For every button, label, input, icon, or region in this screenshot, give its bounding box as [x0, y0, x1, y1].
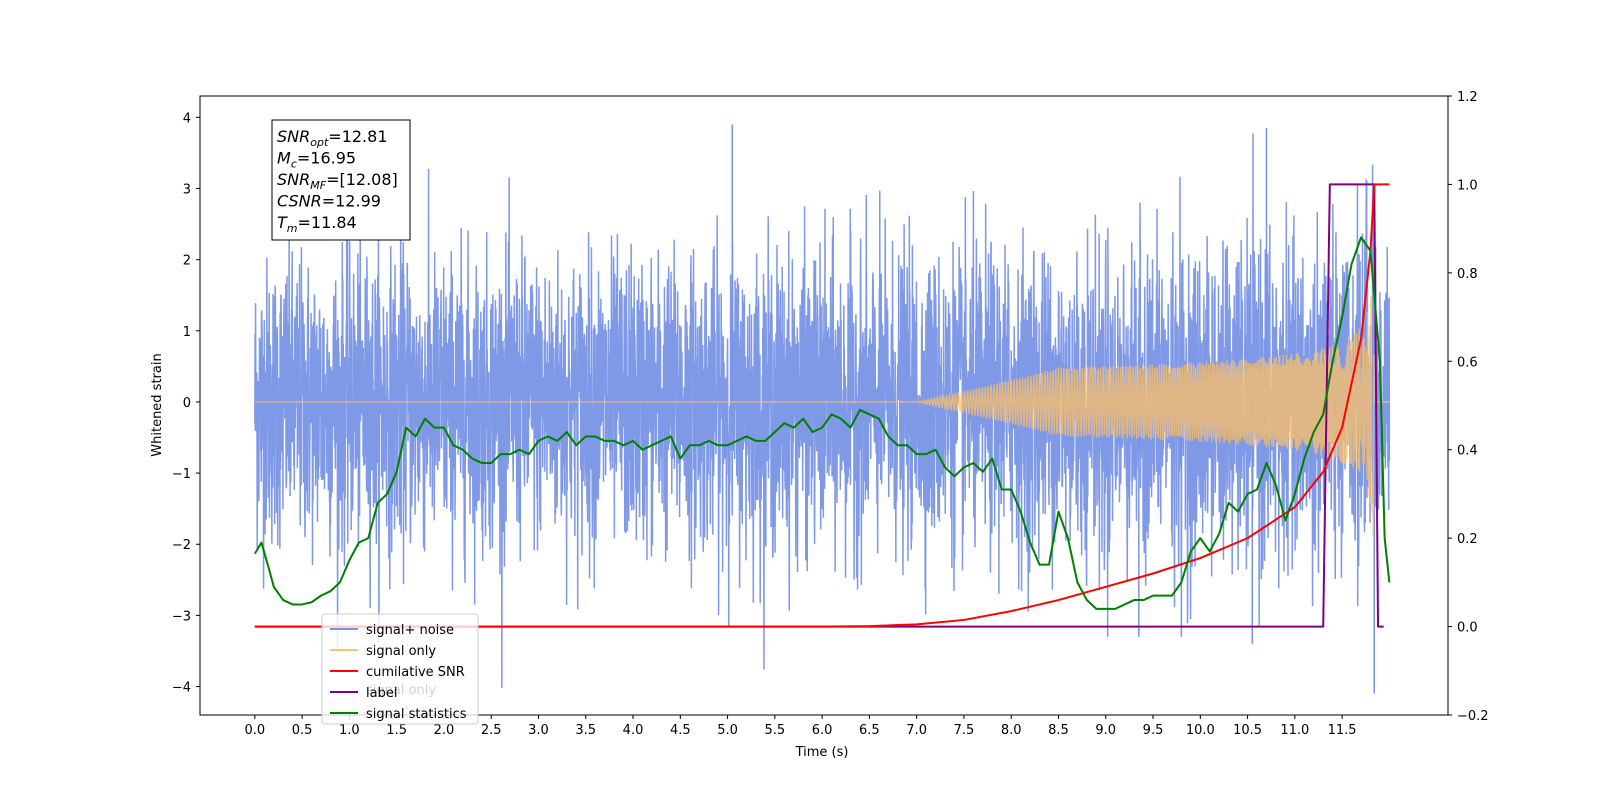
annotation-line: Tm=11.84 [277, 213, 357, 235]
y-tick-label-right: 1.2 [1457, 90, 1478, 105]
legend-label: signal only [366, 644, 436, 659]
y-tick-label-left: 2 [183, 254, 191, 269]
x-tick-label: 0.5 [292, 723, 313, 738]
annotation-line: SNRMF=[12.08] [277, 170, 398, 192]
x-tick-label: 5.5 [764, 723, 785, 738]
y-tick-label-left: −4 [172, 681, 191, 696]
annotation-line: CSNR=12.99 [277, 192, 381, 211]
y-tick-label-right: 0.0 [1457, 621, 1478, 636]
plot-frame [199, 95, 1449, 716]
legend-label: signal statistics [366, 707, 467, 722]
x-tick-label: 10.0 [1186, 723, 1215, 738]
legend-label: cumilative SNR [366, 665, 465, 680]
y-tick-label-left: −3 [172, 609, 191, 624]
series-layer [253, 124, 1391, 694]
x-tick-label: 11.0 [1280, 723, 1309, 738]
y-axis-label: Whitened strain [150, 353, 165, 456]
x-tick-label: 1.0 [339, 723, 360, 738]
legend-ghost-label: signal only [366, 683, 436, 698]
x-axis: 0.0 0.5 1.0 1.5 2.0 2.5 3.0 3.5 4.0 4.5 5.0 5.5 6.0 6… [244, 715, 1357, 738]
x-tick-label: 3.0 [528, 723, 549, 738]
annotation-line: Mc=16.95 [277, 149, 356, 171]
y-tick-label-right: 0.6 [1457, 355, 1478, 370]
annotation-line: SNRopt=12.81 [277, 127, 388, 149]
y-tick-label-left: 1 [183, 325, 191, 340]
x-tick-label: 4.5 [670, 723, 691, 738]
series-signal-noise [254, 133, 1391, 689]
series-label [254, 183, 1384, 628]
y-axis-right: 1.2 1.0 0.8 0.6 0.4 0.2 0.0 −0.2 [1448, 90, 1489, 724]
x-tick-label: 2.0 [434, 723, 455, 738]
x-tick-label: 7.0 [906, 723, 927, 738]
series-signal-statistics [253, 236, 1391, 610]
y-tick-label-right: 0.2 [1457, 532, 1478, 547]
y-tick-label-right: −0.2 [1457, 709, 1489, 724]
x-tick-label: 10.5 [1233, 723, 1262, 738]
y-tick-label-left: 3 [183, 182, 191, 197]
x-tick-label: 0.0 [244, 723, 265, 738]
y-tick-label-right: 0.4 [1457, 444, 1478, 459]
x-axis-label: Time (s) [795, 745, 849, 760]
y-tick-label-left: −2 [172, 538, 191, 553]
x-tick-label: 1.5 [386, 723, 407, 738]
x-tick-label: 8.0 [1001, 723, 1022, 738]
y-tick-label-left: 4 [183, 111, 191, 126]
x-tick-label: 4.0 [623, 723, 644, 738]
annotation-frame [271, 119, 411, 241]
y-tick-label-right: 0.8 [1457, 267, 1478, 282]
x-tick-label: 8.5 [1048, 723, 1069, 738]
x-tick-label: 9.0 [1095, 723, 1116, 738]
x-tick-label: 6.0 [812, 723, 833, 738]
x-tick-label: 9.5 [1143, 723, 1164, 738]
x-tick-label: 5.0 [717, 723, 738, 738]
legend-label: label [366, 686, 397, 701]
legend-frame [321, 613, 479, 725]
x-tick-label: 7.5 [954, 723, 975, 738]
x-tick-label: 2.5 [481, 723, 502, 738]
legend: signal only signal+ noise signal only cumil… [321, 613, 479, 725]
series-signal-only [254, 295, 1390, 537]
y-tick-label-left: 0 [183, 396, 191, 411]
x-tick-label: 11.5 [1328, 723, 1357, 738]
x-tick-label: 3.5 [575, 723, 596, 738]
y-axis-left: 4 3 2 1 0 −1 −2 −3 −4 [172, 111, 200, 696]
annotation-box: SNRopt=12.81Mc=16.95SNRMF=[12.08]CSNR=12… [271, 119, 411, 241]
x-tick-label: 6.5 [859, 723, 880, 738]
y-tick-label-right: 1.0 [1457, 178, 1478, 193]
legend-label: signal+ noise [366, 623, 454, 638]
y-tick-label-left: −1 [172, 467, 191, 482]
